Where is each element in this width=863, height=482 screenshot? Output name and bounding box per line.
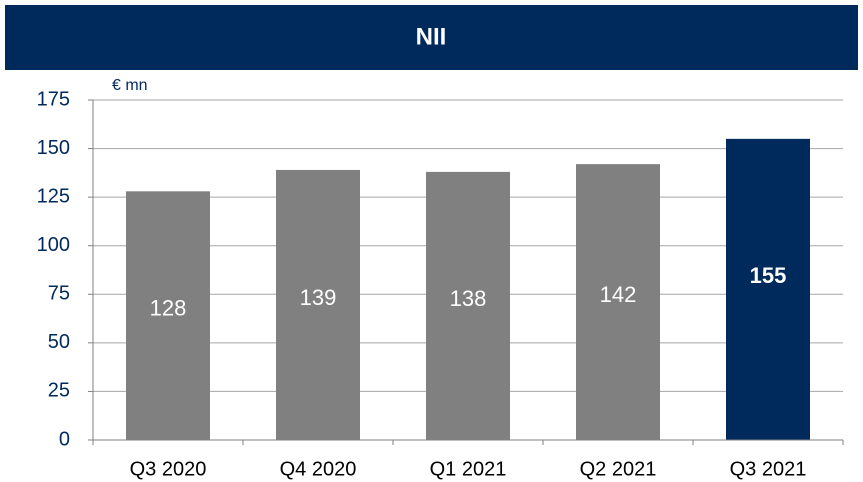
y-axis-label: € mn [112,77,148,94]
y-tick-label: 175 [37,88,70,110]
data-label: 138 [450,286,487,311]
bar [126,191,210,440]
y-tick-label: 25 [48,380,70,402]
y-tick-label: 125 [37,185,70,207]
data-label: 155 [750,263,787,288]
chart-title: NII [416,23,447,50]
x-tick-label: Q4 2020 [280,458,357,480]
x-tick-label: Q2 2021 [580,458,657,480]
title-banner [5,5,858,70]
y-tick-label: 50 [48,331,70,353]
bar [726,138,810,440]
x-tick-label: Q1 2021 [430,458,507,480]
bar [276,169,360,440]
bar [426,171,510,440]
x-tick-label: Q3 2021 [730,458,807,480]
y-tick-label: 100 [37,234,70,256]
data-label: 139 [300,285,337,310]
bars: 128 139 138 142 155 [126,138,810,440]
bar [576,164,660,440]
data-label: 142 [600,282,637,307]
axes: 0 25 50 75 100 125 150 175 Q3 2020 Q4 2020 Q1 2021… [37,88,844,480]
y-tick-label: 0 [59,428,70,450]
data-label: 128 [150,295,187,320]
y-tick-label: 150 [37,137,70,159]
x-tick-label: Q3 2020 [130,458,207,480]
y-tick-label: 75 [48,283,70,305]
